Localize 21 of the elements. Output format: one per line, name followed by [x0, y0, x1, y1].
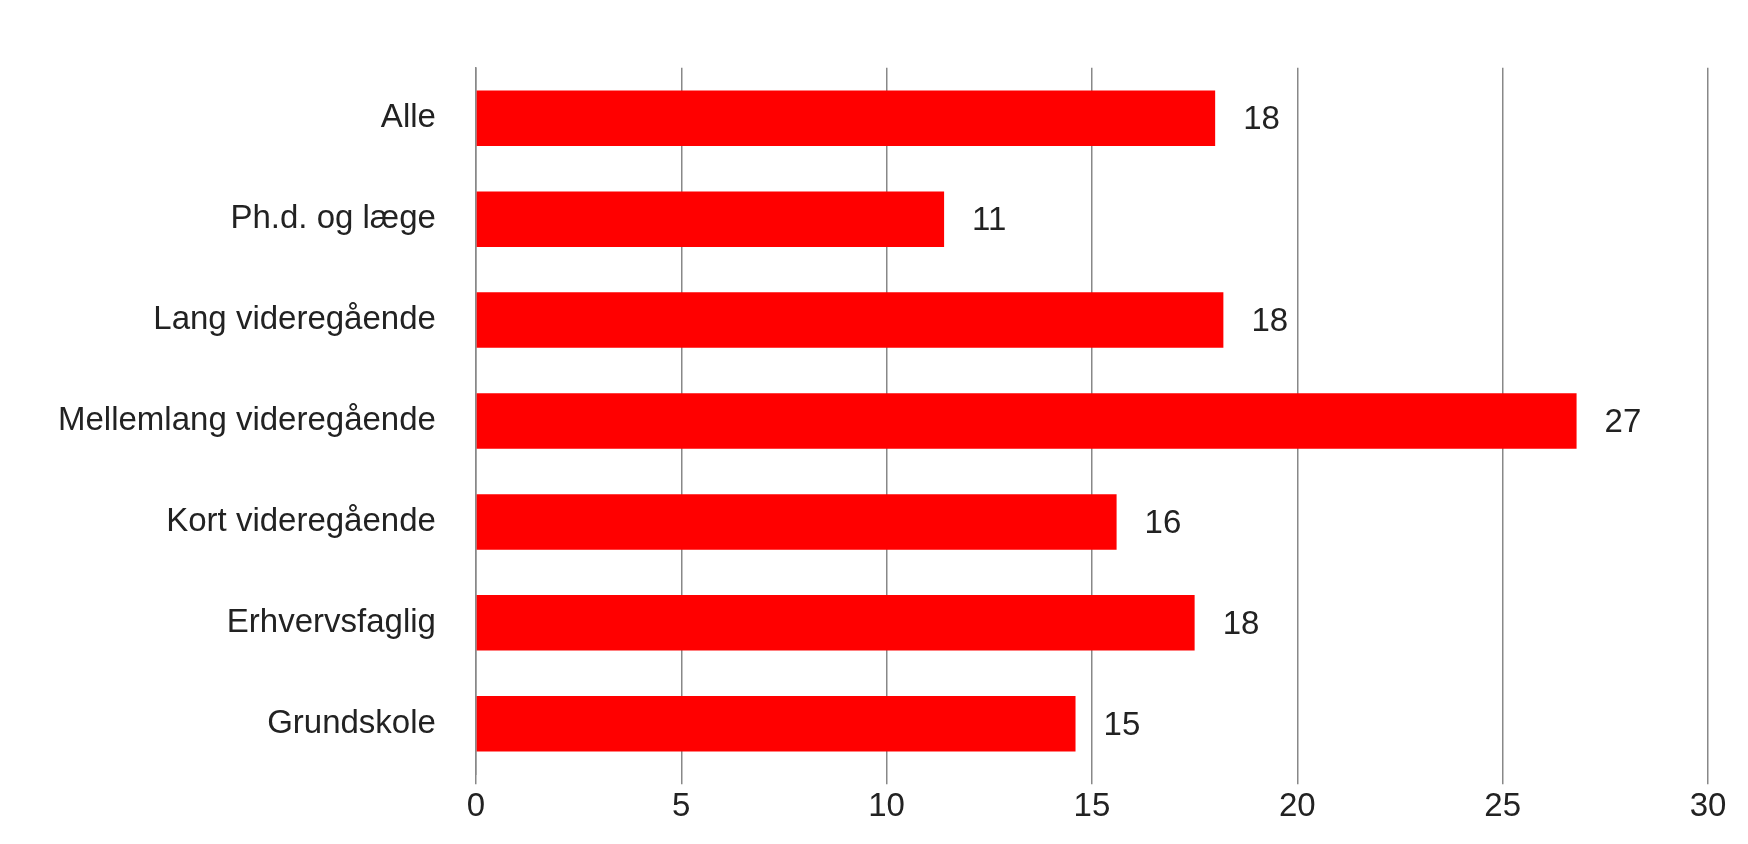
x-tick-label: 30	[1689, 786, 1727, 824]
y-tick-label: Kort videregående	[166, 501, 436, 539]
data-label: 18	[1222, 603, 1260, 641]
y-tick-label: Alle	[380, 97, 436, 135]
y-tick-label: Grundskole	[267, 702, 436, 740]
x-tick-label: 0	[466, 786, 486, 824]
data-label: 11	[972, 200, 1007, 238]
x-tick-label: 15	[1073, 786, 1111, 824]
y-tick-label: Erhvervsfaglig	[226, 601, 436, 639]
y-tick-label: Lang videregående	[153, 299, 436, 337]
x-tick-label: 5	[672, 786, 691, 824]
data-label: 16	[1144, 503, 1182, 541]
x-tick-label: 25	[1484, 786, 1522, 824]
data-label: 18	[1251, 301, 1289, 339]
y-tick-label: Ph.d. og læge	[230, 198, 436, 236]
data-label: 18	[1243, 99, 1280, 137]
x-tick-label: 10	[868, 786, 905, 824]
data-label: 27	[1604, 402, 1642, 440]
x-tick-label: 20	[1278, 786, 1316, 824]
data-label: 15	[1103, 704, 1141, 742]
y-tick-label: Mellemlang videregående	[58, 400, 436, 438]
